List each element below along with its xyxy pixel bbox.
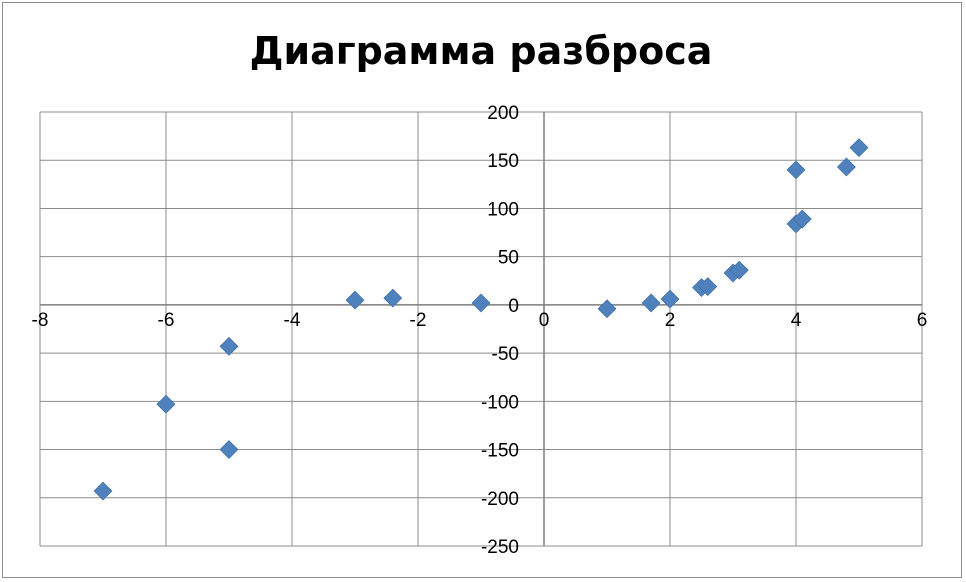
data-points bbox=[93, 138, 869, 501]
y-tick-label: -250 bbox=[481, 537, 519, 558]
data-point bbox=[156, 394, 176, 414]
data-point bbox=[729, 260, 749, 280]
data-point bbox=[792, 209, 812, 229]
data-point bbox=[471, 293, 491, 313]
y-tick-label: -200 bbox=[481, 489, 519, 510]
tick-labels: -8 -6 -4 -2 0 2 4 6 200 150 100 50 0 -50 -100 -150 -200 -… bbox=[32, 103, 928, 558]
y-tick-label: 0 bbox=[508, 296, 519, 317]
data-point bbox=[836, 157, 856, 177]
data-point bbox=[660, 289, 680, 309]
y-tick-label: -150 bbox=[481, 441, 519, 462]
y-tick-label: -100 bbox=[481, 392, 519, 413]
data-point bbox=[641, 293, 661, 313]
y-tick-label: 100 bbox=[487, 199, 519, 220]
data-point bbox=[93, 481, 113, 501]
y-tick-label: 50 bbox=[498, 248, 519, 269]
data-point bbox=[597, 299, 617, 319]
data-point bbox=[219, 440, 239, 459]
x-tick-label: -2 bbox=[410, 310, 427, 331]
data-point bbox=[786, 160, 806, 180]
y-tick-label: 150 bbox=[487, 151, 519, 172]
y-tick-label: -50 bbox=[492, 344, 519, 365]
data-point bbox=[698, 277, 718, 296]
x-tick-label: 0 bbox=[539, 310, 550, 331]
x-tick-label: 6 bbox=[917, 310, 928, 331]
x-tick-label: 2 bbox=[665, 310, 676, 331]
x-tick-label: -8 bbox=[32, 310, 49, 331]
grid bbox=[39, 111, 923, 547]
x-tick-label: -4 bbox=[284, 310, 301, 331]
chart-title: Диаграмма разброса bbox=[249, 29, 713, 73]
x-tick-label: -6 bbox=[158, 310, 175, 331]
y-tick-label: 200 bbox=[487, 103, 519, 124]
x-tick-label: 4 bbox=[791, 310, 802, 331]
data-point bbox=[383, 288, 403, 308]
data-point bbox=[219, 336, 239, 356]
data-point bbox=[849, 138, 869, 158]
data-point bbox=[345, 290, 365, 310]
